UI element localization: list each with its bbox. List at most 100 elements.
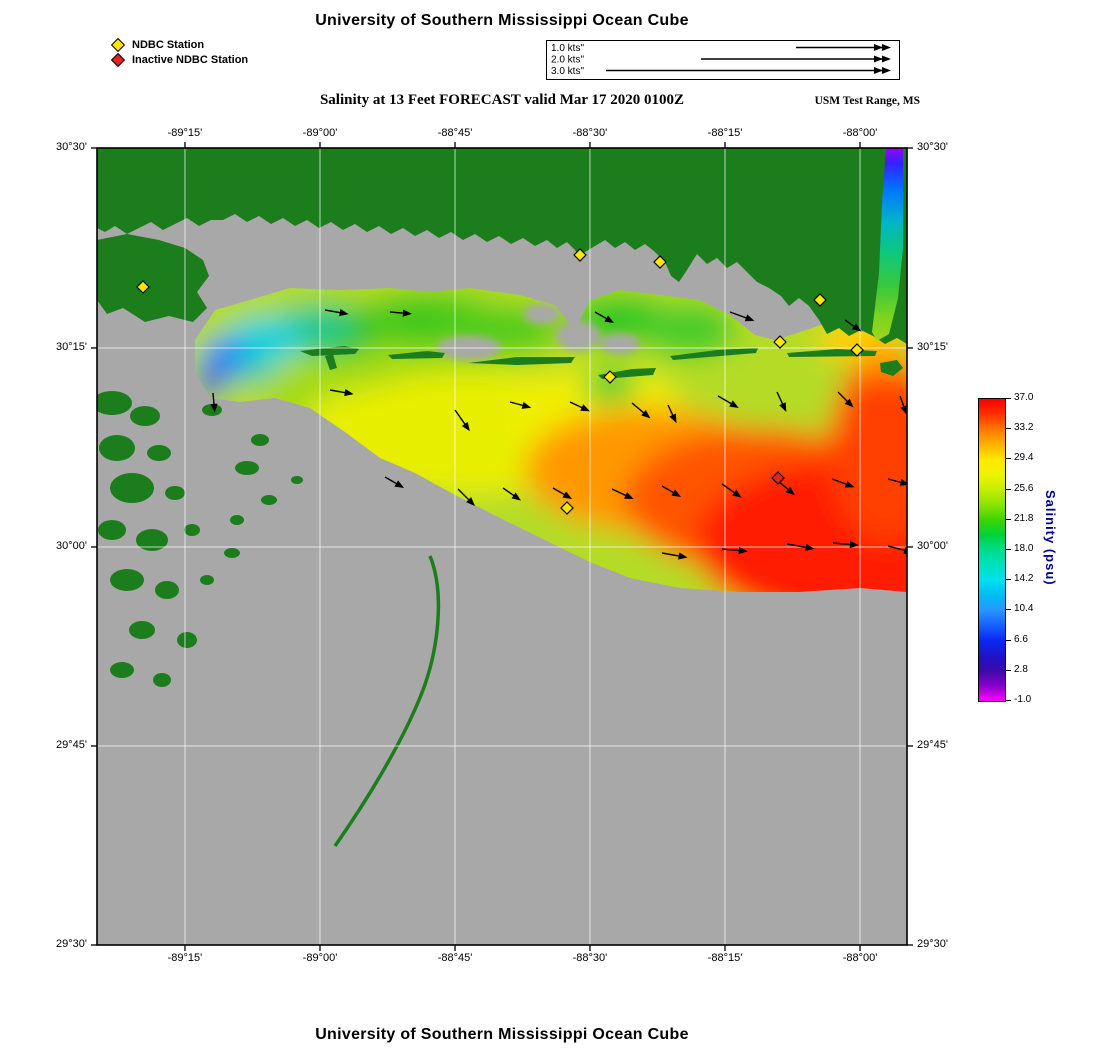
axis-ticks xyxy=(91,142,913,951)
colorbar-tick-label: 18.0 xyxy=(1014,543,1034,554)
lat-tick-label-left: 30°15' xyxy=(56,340,87,353)
lon-tick-label-bottom: -88°15' xyxy=(707,952,743,964)
colorbar-tick-label: 14.2 xyxy=(1014,573,1034,585)
colorbar-tick xyxy=(1006,518,1011,520)
current-arrow xyxy=(844,319,862,332)
current-arrow xyxy=(611,488,634,500)
colorbar: 37.0 33.2 29.4 25.6 21.8 18.0 14.2 10.4 6.6 2.8 -1… xyxy=(978,392,1098,708)
current-arrow xyxy=(721,483,742,498)
map-frame xyxy=(96,147,908,946)
forecast-subtitle: Salinity at 13 Feet FORECAST valid Mar 1… xyxy=(319,92,685,108)
lon-tick-label-top: -88°00' xyxy=(842,127,878,139)
chandeleur-islands xyxy=(333,555,441,848)
marsh-island xyxy=(165,486,185,500)
colorbar-tick xyxy=(1006,428,1011,430)
colorbar-tick xyxy=(1006,669,1011,671)
station-legend: NDBC Station Inactive NDBC Station xyxy=(110,37,248,67)
marsh-island xyxy=(153,673,171,687)
ndbc-station-marker xyxy=(573,248,587,262)
lat-tick-label-left: 30°00' xyxy=(56,539,87,552)
colorbar-tick xyxy=(1006,639,1011,641)
lon-tick-label-bottom: -88°00' xyxy=(842,952,878,964)
lat-tick-label-right: 29°45' xyxy=(917,738,948,751)
lon-tick-label-bottom: -89°15' xyxy=(167,952,203,964)
velocity-scale-arrowhead xyxy=(882,55,891,63)
ndbc-station-icon xyxy=(110,37,126,52)
marsh-island xyxy=(230,515,244,525)
colorbar-tick-label: 2.8 xyxy=(1014,663,1028,675)
legend-item-active: NDBC Station xyxy=(110,37,248,52)
current-arrow xyxy=(661,552,688,560)
marsh-island xyxy=(224,548,240,558)
inactive-ndbc-station-icon xyxy=(110,52,126,67)
salinity-blob xyxy=(830,353,907,543)
current-arrow xyxy=(384,476,405,488)
salinity-blob xyxy=(643,302,737,358)
current-arrow xyxy=(786,543,815,551)
marsh-island xyxy=(110,473,154,503)
current-arrow xyxy=(631,402,651,419)
colorbar-tick-label: 33.2 xyxy=(1014,422,1034,434)
marsh-island xyxy=(97,391,132,415)
velocity-scale-label: 1.0 kts" xyxy=(551,43,584,54)
colorbar-tick xyxy=(1006,700,1011,701)
region-label: USM Test Range, MS xyxy=(814,95,920,107)
ndbc-station-marker xyxy=(813,293,827,307)
velocity-scale-arrowhead xyxy=(874,44,883,51)
marsh-island xyxy=(291,476,303,484)
colorbar-tick-label: 37.0 xyxy=(1014,392,1034,403)
colorbar-tick xyxy=(1006,579,1011,581)
lon-tick-label-top: -89°00' xyxy=(302,127,338,139)
current-arrow xyxy=(210,392,218,413)
salinity-blob xyxy=(202,338,248,372)
lon-tick-label-bottom: -88°30' xyxy=(572,952,608,964)
legend-item-inactive: Inactive NDBC Station xyxy=(110,52,248,67)
marsh-island xyxy=(110,662,134,678)
marsh-islands xyxy=(97,391,303,687)
ndbc-station-marker xyxy=(560,501,574,515)
footer-title: University of Southern Mississippi Ocean… xyxy=(315,1026,689,1043)
velocity-scale-arrowhead xyxy=(882,67,891,74)
current-arrow xyxy=(329,389,354,397)
ndbc-station-marker xyxy=(136,280,150,294)
ndbc-station-marker xyxy=(850,343,864,357)
lat-tick-label-right: 30°15' xyxy=(917,340,948,353)
current-arrow xyxy=(389,309,412,317)
current-arrow xyxy=(324,309,349,317)
current-arrow xyxy=(887,545,907,554)
colorbar-tick xyxy=(1006,488,1011,490)
lon-tick-label-top: -88°45' xyxy=(437,127,473,139)
velocity-scale-arrowhead xyxy=(882,44,891,51)
current-arrow xyxy=(552,487,573,499)
current-arrow xyxy=(832,540,859,549)
lat-tick-label-right: 30°00' xyxy=(917,539,948,552)
lon-tick-label-bottom: -89°00' xyxy=(302,952,338,964)
map-figure xyxy=(91,142,913,951)
inactive-ndbc-station-marker xyxy=(771,471,785,485)
ndbc-station-marker xyxy=(773,335,787,349)
marsh-island xyxy=(184,524,200,536)
colorbar-tick-label: 21.8 xyxy=(1014,512,1034,524)
current-arrow xyxy=(594,311,615,323)
lon-tick-label-bottom: -88°45' xyxy=(437,952,473,964)
lat-tick-label-left: 29°30' xyxy=(56,938,87,950)
current-arrow xyxy=(509,401,532,409)
colorbar-tick-label: 10.4 xyxy=(1014,603,1034,615)
current-arrow xyxy=(457,488,475,506)
current-arrow xyxy=(717,395,739,408)
marsh-island xyxy=(177,632,197,648)
velocity-scale-label: 2.0 kts" xyxy=(551,55,584,66)
marsh-island xyxy=(136,529,168,551)
lon-tick-label-top: -89°15' xyxy=(167,127,203,139)
graticule xyxy=(97,148,907,945)
lat-tick-label-left: 29°45' xyxy=(56,738,87,751)
velocity-scale-label: 3.0 kts" xyxy=(551,66,584,77)
salinity-blob xyxy=(196,366,226,390)
marsh-island xyxy=(251,434,269,446)
velocity-scale: 1.0 kts" 2.0 kts" 3.0 kts" xyxy=(546,40,900,80)
colorbar-tick xyxy=(1006,458,1011,460)
marsh-island xyxy=(129,621,155,639)
mainland-coast xyxy=(97,148,907,344)
current-arrow xyxy=(831,478,855,488)
colorbar-tick-label: 25.6 xyxy=(1014,482,1034,494)
